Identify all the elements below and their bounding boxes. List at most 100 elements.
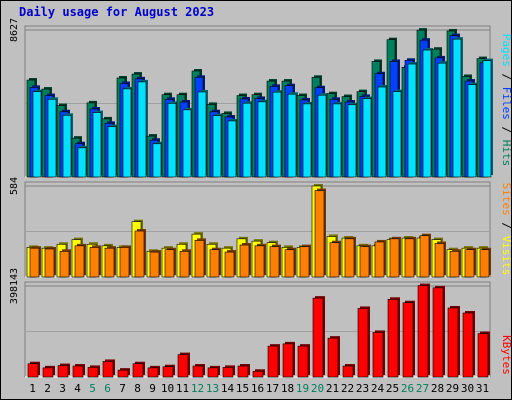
bar-pages-day-8	[137, 81, 147, 178]
x-tick-label-day-24: 24	[371, 382, 385, 395]
bar-pages-day-17	[272, 91, 282, 178]
bar-kbytes-day-19	[297, 345, 309, 378]
bar-sites-day-25	[389, 238, 400, 278]
bar-pages-day-3	[62, 115, 72, 178]
bar-sites-day-28	[434, 243, 445, 278]
bar-pages-day-18	[287, 93, 297, 178]
bar-sites-day-12	[194, 240, 205, 278]
bar-pages-day-23	[362, 98, 372, 178]
bar-pages-day-6	[107, 126, 117, 178]
legend-separator: /	[500, 216, 512, 236]
bar-pages-day-26	[407, 63, 417, 178]
legend-item-pages: Pages	[500, 34, 512, 67]
bar-sites-day-8	[134, 230, 145, 278]
bar-pages-day-29	[452, 38, 462, 178]
x-tick-label-day-19: 19	[296, 382, 309, 395]
y-max-label-1: 8627	[9, 18, 20, 42]
bar-kbytes-day-14	[222, 367, 234, 378]
x-tick-label-day-25: 25	[386, 382, 399, 395]
bar-sites-day-27	[419, 235, 430, 278]
x-tick-label-day-7: 7	[119, 382, 126, 395]
bar-sites-day-2	[44, 248, 55, 278]
bar-sites-day-3	[59, 250, 70, 278]
bar-kbytes-day-21	[327, 337, 339, 378]
bar-sites-day-30	[464, 249, 475, 278]
x-tick-label-day-6: 6	[104, 382, 111, 395]
y-max-label-2: 584	[9, 177, 20, 195]
bar-pages-day-7	[122, 88, 132, 178]
x-tick-label-day-17: 17	[266, 382, 279, 395]
bar-kbytes-day-6	[102, 361, 114, 378]
x-tick-label-day-31: 31	[476, 382, 489, 395]
x-tick-label-day-22: 22	[341, 382, 354, 395]
bar-kbytes-day-31	[477, 333, 489, 378]
bar-sites-day-19	[299, 246, 310, 278]
bar-kbytes-day-20	[312, 297, 324, 378]
bar-sites-day-17	[269, 246, 280, 278]
chart-title: Daily usage for August 2023	[19, 5, 215, 19]
legend-item-hits: Hits	[500, 140, 512, 167]
x-tick-label-day-11: 11	[176, 382, 189, 395]
x-tick-label-day-14: 14	[221, 382, 235, 395]
bar-kbytes-day-11	[177, 354, 189, 378]
bar-sites-day-10	[164, 249, 175, 278]
legend-1: Pages / Files / Hits	[500, 34, 512, 167]
y-max-label-3: 398143	[9, 268, 20, 304]
bar-kbytes-day-25	[387, 298, 399, 378]
bar-kbytes-day-24	[372, 332, 384, 378]
bar-pages-day-1	[32, 91, 42, 178]
legend-item-kbytes: KBytes	[500, 335, 512, 375]
bar-kbytes-day-5	[87, 367, 99, 378]
bar-sites-day-15	[239, 244, 250, 278]
bar-pages-day-22	[347, 104, 357, 178]
bar-pages-day-16	[257, 101, 267, 178]
x-tick-label-day-9: 9	[149, 382, 156, 395]
legend-3: KBytes	[500, 335, 512, 375]
x-tick-label-day-10: 10	[161, 382, 174, 395]
bar-pages-day-10	[167, 103, 177, 178]
bar-pages-day-27	[422, 49, 432, 178]
x-tick-label-day-2: 2	[44, 382, 51, 395]
bar-kbytes-day-26	[402, 302, 414, 378]
bar-pages-day-20	[317, 94, 327, 178]
bar-sites-day-22	[344, 238, 355, 278]
bar-pages-day-12	[197, 91, 207, 178]
bar-pages-day-31	[482, 60, 492, 178]
legend-separator: /	[500, 67, 512, 87]
bar-pages-day-25	[392, 91, 402, 178]
legend-item-sites: Sites	[500, 183, 512, 216]
bar-sites-day-21	[329, 242, 340, 278]
bar-kbytes-day-10	[162, 366, 174, 378]
bar-pages-day-19	[302, 103, 312, 178]
x-tick-label-day-16: 16	[251, 382, 264, 395]
bar-sites-day-29	[449, 250, 460, 278]
bar-kbytes-day-12	[192, 365, 204, 378]
bar-pages-day-4	[77, 147, 87, 178]
x-tick-label-day-4: 4	[74, 382, 81, 395]
bar-pages-day-11	[182, 109, 192, 178]
x-tick-label-day-18: 18	[281, 382, 294, 395]
bar-pages-day-9	[152, 143, 162, 178]
bar-sites-day-26	[404, 238, 415, 278]
bar-sites-day-14	[224, 251, 235, 278]
bar-pages-day-13	[212, 115, 222, 178]
bar-pages-day-5	[92, 112, 102, 178]
x-tick-label-day-12: 12	[191, 382, 204, 395]
legend-separator: /	[500, 120, 512, 140]
x-tick-label-day-21: 21	[326, 382, 339, 395]
x-tick-label-day-8: 8	[134, 382, 141, 395]
x-tick-label-day-27: 27	[416, 382, 429, 395]
x-tick-label-day-1: 1	[29, 382, 36, 395]
x-tick-label-day-3: 3	[59, 382, 66, 395]
bar-kbytes-day-15	[237, 365, 249, 378]
x-tick-label-day-13: 13	[206, 382, 219, 395]
bar-sites-day-31	[479, 249, 490, 278]
x-tick-label-day-15: 15	[236, 382, 249, 395]
bar-sites-day-4	[74, 245, 85, 278]
bar-sites-day-18	[284, 249, 295, 278]
bar-kbytes-day-7	[117, 369, 129, 378]
bar-sites-day-13	[209, 249, 220, 278]
bar-kbytes-day-23	[357, 308, 369, 378]
bar-kbytes-day-29	[447, 307, 459, 378]
bar-pages-day-30	[467, 84, 477, 178]
